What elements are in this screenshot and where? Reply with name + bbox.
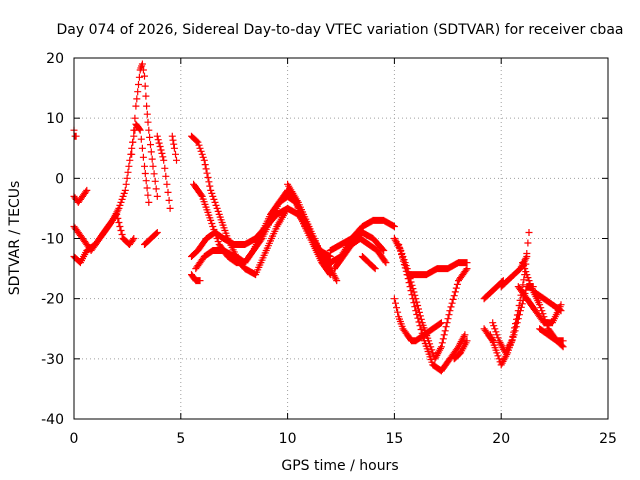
point-markers bbox=[480, 325, 497, 345]
series-track-4 bbox=[70, 186, 91, 206]
series-track-2 bbox=[70, 210, 138, 254]
point-markers bbox=[497, 253, 531, 291]
series-track-9 bbox=[188, 132, 341, 285]
point-markers bbox=[531, 289, 565, 315]
x-tick-label: 0 bbox=[70, 431, 79, 447]
point-markers bbox=[331, 235, 390, 273]
series-track-16 bbox=[331, 235, 390, 273]
x-tick-label: 15 bbox=[385, 431, 403, 447]
y-tick-label: -30 bbox=[41, 352, 64, 368]
series-track-17 bbox=[358, 253, 379, 273]
x-axis-label: GPS time / hours bbox=[281, 458, 398, 474]
point-markers bbox=[128, 60, 161, 200]
point-markers bbox=[403, 259, 471, 279]
point-markers bbox=[358, 253, 379, 273]
point-markers bbox=[70, 186, 91, 206]
point-markers bbox=[326, 229, 388, 254]
point-markers bbox=[153, 132, 174, 212]
chart-title: Day 074 of 2026, Sidereal Day-to-day VTE… bbox=[57, 22, 624, 38]
grid bbox=[74, 58, 608, 419]
y-tick-label: -40 bbox=[41, 412, 64, 428]
x-tick-label: 5 bbox=[176, 431, 185, 447]
point-markers bbox=[390, 295, 445, 345]
y-tick-label: 20 bbox=[46, 51, 64, 67]
axis-ticks: 0 5 10 15 20 25 -40 -30 -20 -10 0 10 20 bbox=[41, 51, 617, 447]
y-tick-label: 10 bbox=[46, 111, 64, 127]
point-markers bbox=[188, 204, 292, 260]
y-tick-label: 0 bbox=[55, 171, 64, 187]
point-markers bbox=[536, 325, 567, 351]
point-markers bbox=[70, 126, 80, 140]
series-track-19 bbox=[395, 241, 469, 375]
point-markers bbox=[188, 271, 204, 285]
series-track-27 bbox=[480, 325, 497, 345]
series-track-3 bbox=[128, 60, 161, 200]
x-tick-label: 25 bbox=[599, 431, 617, 447]
series-track-6 bbox=[70, 126, 80, 140]
y-tick-label: -10 bbox=[41, 232, 64, 248]
y-tick-label: -20 bbox=[41, 292, 64, 308]
series-track-21 bbox=[403, 259, 471, 279]
series-track-31 bbox=[536, 325, 567, 351]
series-track-12 bbox=[188, 204, 292, 260]
data-points bbox=[70, 60, 567, 375]
point-markers bbox=[395, 241, 469, 375]
series-track-13 bbox=[188, 271, 204, 285]
series-track-5 bbox=[141, 229, 161, 248]
series-track-30 bbox=[531, 289, 565, 315]
series-track-20 bbox=[390, 295, 445, 345]
x-tick-label: 20 bbox=[492, 431, 510, 447]
point-markers bbox=[450, 337, 471, 363]
series-track-7 bbox=[153, 132, 174, 212]
point-markers bbox=[141, 229, 161, 248]
x-tick-label: 10 bbox=[279, 431, 297, 447]
y-axis-label: SDTVAR / TECUs bbox=[7, 181, 23, 296]
series-track-15 bbox=[326, 229, 388, 254]
series-track-8 bbox=[168, 132, 180, 164]
point-markers bbox=[70, 210, 138, 254]
point-markers bbox=[168, 132, 180, 164]
series-track-22 bbox=[450, 337, 471, 363]
point-markers bbox=[188, 132, 341, 285]
series-track-24 bbox=[497, 253, 531, 291]
